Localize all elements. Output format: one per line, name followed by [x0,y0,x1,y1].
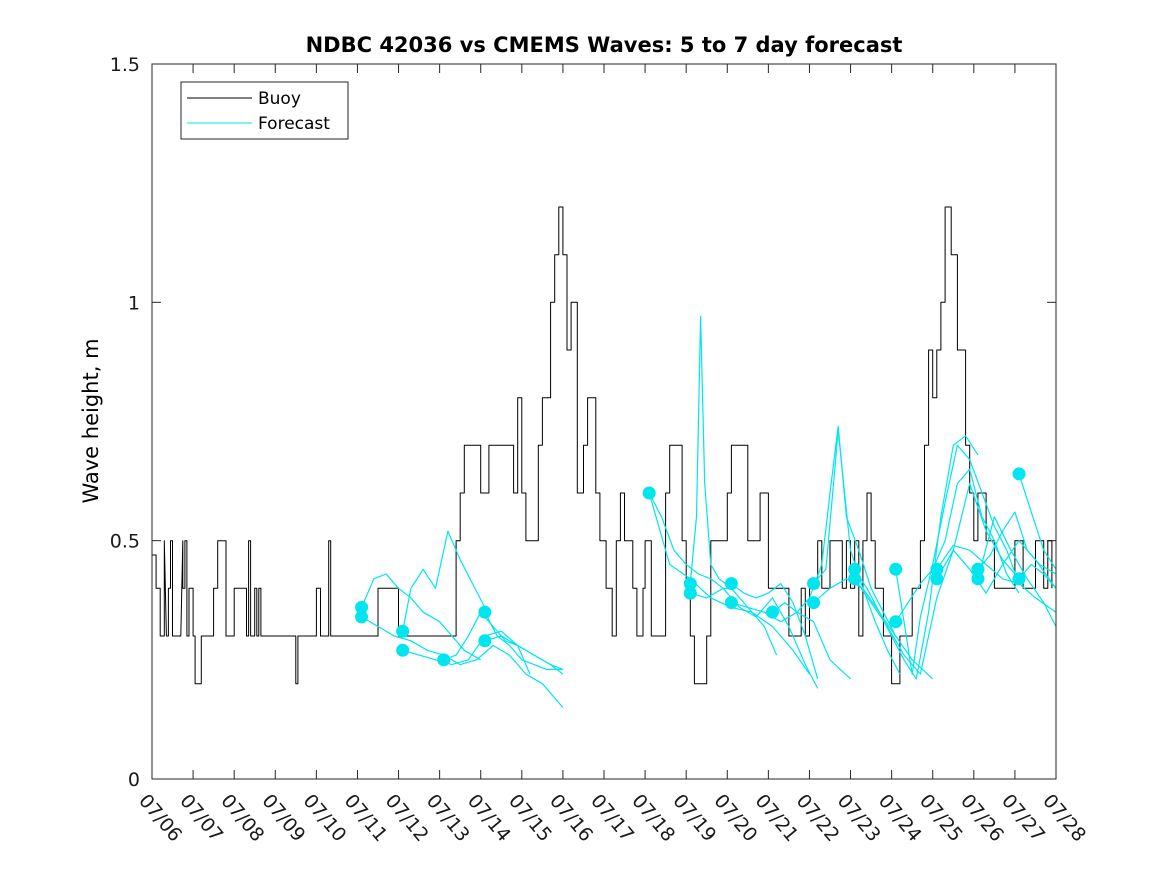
series-line-forecast [731,582,819,680]
forecast-start-marker [683,586,697,600]
legend-label-buoy: Buoy [258,89,301,109]
forecast-start-marker [396,643,410,657]
series-line-forecast [854,435,979,680]
forecast-start-marker [807,596,821,610]
series-line-forecast [977,516,1057,627]
forecast-start-marker [971,572,985,586]
forecast-start-marker [724,596,738,610]
series-line-forecast [772,425,897,637]
y-tick-label: 1.5 [110,54,140,76]
series-line-forecast [895,444,1020,675]
series-line-forecast [977,511,1057,575]
forecast-start-marker [765,605,779,619]
series-line-forecast [895,468,1020,623]
series-line-buoy [152,206,1053,685]
y-tick-label: 0 [128,769,140,791]
forecast-start-marker [848,572,862,586]
forecast-start-marker [807,577,821,591]
forecast-start-marker [1012,572,1026,586]
series-line-forecast [731,602,851,680]
forecast-start-marker [930,562,944,576]
forecast-start-marker [1012,467,1026,481]
legend-label-forecast: Forecast [258,114,330,134]
series-layer [152,206,1057,708]
series-line-forecast [402,530,486,632]
series-line-forecast [648,492,736,589]
series-line-forecast [1018,473,1057,570]
marker-layer [355,467,1026,667]
forecast-start-marker [396,624,410,638]
y-tick-label: 1 [128,292,140,314]
series-line-forecast [484,635,564,675]
series-line-forecast [854,482,1020,675]
forecast-start-marker [724,577,738,591]
series-line-forecast [484,611,563,671]
forecast-start-marker [971,562,985,576]
y-tick-label: 0.5 [110,531,140,553]
plot-area [152,64,1056,779]
y-axis-label: Wave height, m [79,338,103,503]
forecast-start-marker [889,562,903,576]
forecast-start-marker [683,577,697,591]
series-line-forecast [936,544,1057,613]
y-tick-labels: 0 0.5 1 1.5 [110,54,140,791]
forecast-start-marker [930,572,944,586]
forecast-start-marker [437,653,451,667]
series-line-forecast [690,587,819,689]
forecast-start-marker [848,562,862,576]
series-line-forecast [1018,563,1057,589]
forecast-start-marker [889,615,903,629]
forecast-start-marker [642,486,656,500]
series-line-forecast [361,573,482,661]
forecast-start-marker [355,610,369,624]
forecast-start-marker [478,634,492,648]
chart-title: NDBC 42036 vs CMEMS Waves: 5 to 7 day fo… [306,33,903,57]
forecast-start-marker [478,605,492,619]
plot-frame [151,63,1057,780]
legend-box [180,81,349,140]
legend: Buoy Forecast [180,81,349,140]
forecast-start-marker [355,600,369,614]
series-line-forecast [361,616,564,708]
